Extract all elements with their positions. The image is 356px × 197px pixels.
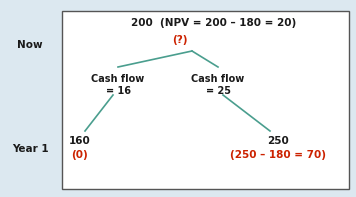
- Text: Cash flow: Cash flow: [91, 74, 145, 84]
- Text: (250 – 180 = 70): (250 – 180 = 70): [230, 150, 326, 160]
- Text: Now: Now: [17, 40, 43, 50]
- Text: = 25: = 25: [205, 86, 230, 96]
- Text: Year 1: Year 1: [12, 144, 48, 154]
- Text: Cash flow: Cash flow: [192, 74, 245, 84]
- Text: 160: 160: [69, 136, 91, 146]
- Text: (?): (?): [172, 35, 188, 45]
- Text: 200  (NPV = 200 – 180 = 20): 200 (NPV = 200 – 180 = 20): [131, 18, 297, 28]
- Text: (0): (0): [72, 150, 88, 160]
- FancyBboxPatch shape: [62, 11, 349, 189]
- Text: 250: 250: [267, 136, 289, 146]
- Text: = 16: = 16: [105, 86, 131, 96]
